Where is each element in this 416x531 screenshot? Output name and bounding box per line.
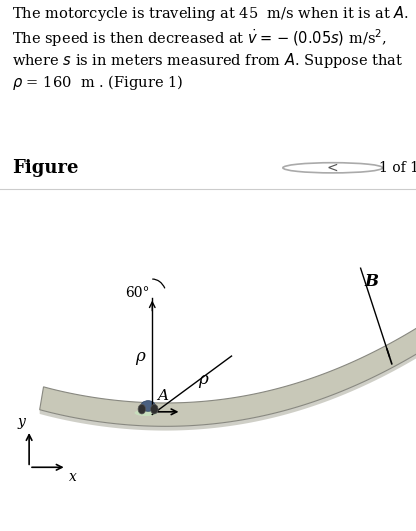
Ellipse shape [135, 410, 158, 416]
Text: 1 of 1: 1 of 1 [379, 161, 416, 175]
Text: 60°: 60° [125, 286, 150, 301]
Text: <: < [327, 161, 339, 175]
Text: ρ: ρ [198, 372, 208, 389]
Text: x: x [69, 470, 77, 484]
Polygon shape [40, 339, 416, 431]
Text: A: A [157, 389, 168, 403]
Text: B: B [365, 273, 379, 290]
Circle shape [138, 405, 146, 414]
Text: Figure: Figure [12, 159, 79, 177]
Text: The motorcycle is traveling at 45  m/s when it is at $\mathit{A}$.
The speed is : The motorcycle is traveling at 45 m/s wh… [12, 4, 409, 92]
Text: y: y [18, 415, 26, 429]
Circle shape [151, 405, 158, 414]
Ellipse shape [141, 401, 156, 412]
Text: ρ: ρ [135, 348, 145, 365]
Polygon shape [40, 318, 416, 426]
